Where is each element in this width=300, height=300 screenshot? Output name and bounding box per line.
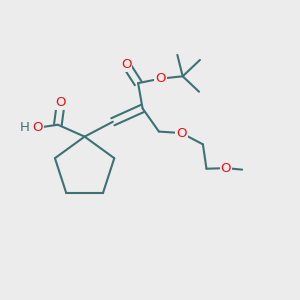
Text: O: O	[220, 162, 231, 175]
Text: O: O	[121, 58, 131, 71]
Text: O: O	[56, 96, 66, 109]
Text: H: H	[20, 121, 30, 134]
Text: O: O	[155, 72, 166, 85]
Text: O: O	[32, 121, 43, 134]
Text: O: O	[176, 127, 187, 140]
